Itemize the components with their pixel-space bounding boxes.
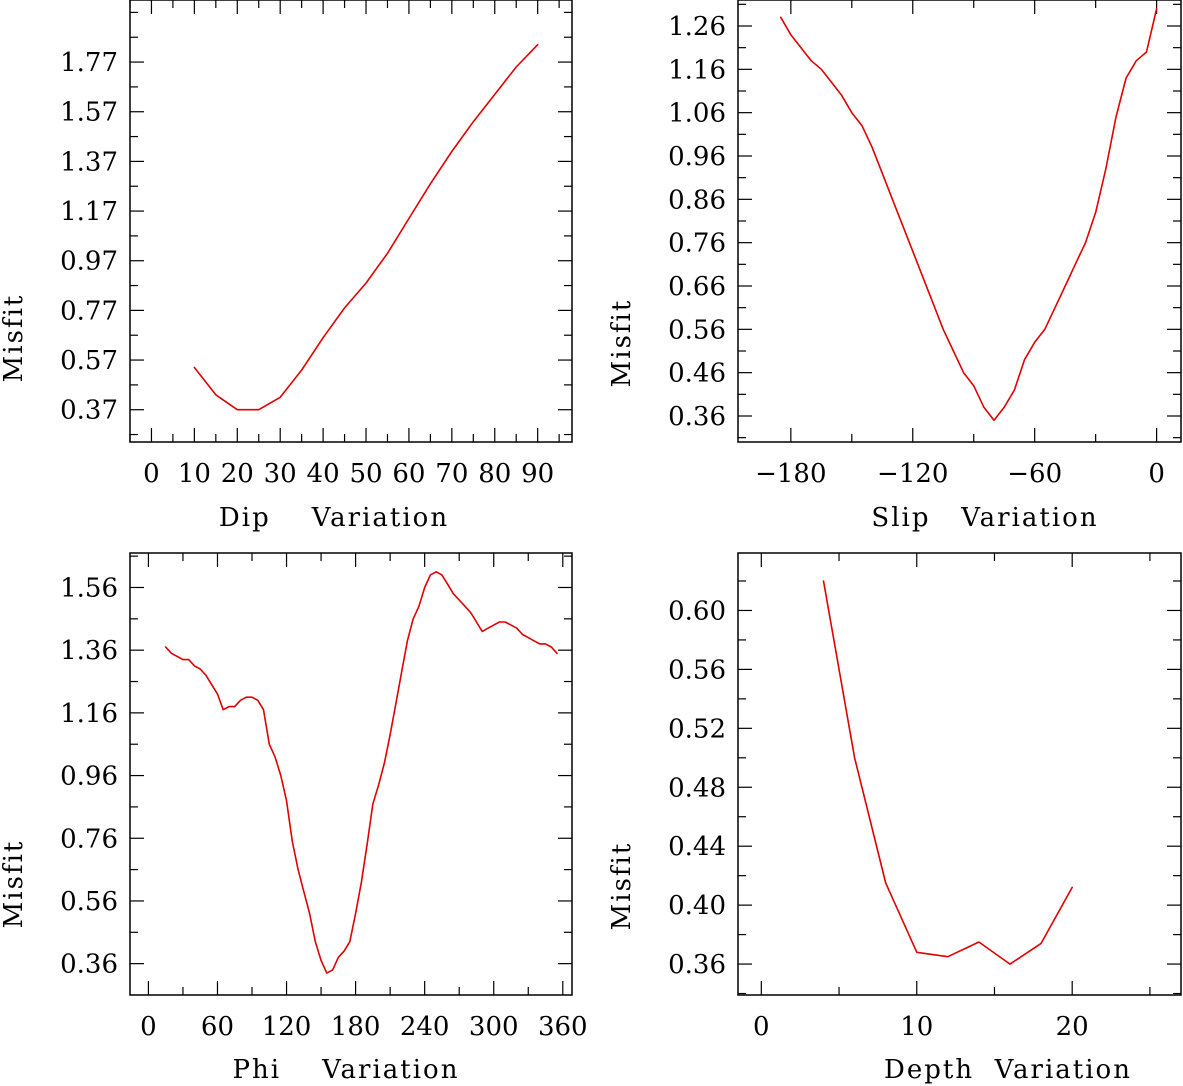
- x-axis-label: Slip Variation: [871, 503, 1098, 533]
- y-tick-label: 0.36: [668, 950, 726, 980]
- y-tick-label: 0.56: [668, 655, 726, 685]
- dip-variation-panel: 0 10 20 30 40 50 60 70 80 90 0.37 0.57 0.77 0.97 1.17 1…: [0, 0, 573, 533]
- y-axis-label: Misfit: [0, 840, 29, 929]
- y-tick-label: 0.86: [668, 185, 726, 215]
- x-tick-label: −180: [755, 459, 826, 489]
- misfit-series-line: [164, 570, 558, 974]
- y-axis-label: Misfit: [607, 299, 637, 388]
- y-tick-label: 1.77: [60, 48, 118, 78]
- x-tick-label: 90: [521, 459, 554, 489]
- y-tick-label: 0.97: [60, 247, 118, 277]
- x-axis-label: Dip Variation: [219, 503, 449, 533]
- y-tick-label: 0.40: [668, 891, 726, 921]
- y-tick-label: 0.46: [668, 359, 726, 389]
- x-tick-label: 10: [900, 1012, 933, 1042]
- x-tick-label: 300: [469, 1012, 519, 1042]
- y-tick-label: 0.96: [60, 762, 118, 792]
- y-axis-label: Misfit: [607, 842, 637, 931]
- misfit-series-line: [193, 43, 539, 411]
- y-tick-label: 1.17: [60, 197, 118, 227]
- depth-variation-panel: 0 10 20 0.36 0.40 0.44 0.48 0.52 0.56 0.60 Depth V…: [607, 552, 1182, 1085]
- y-tick-label: 1.16: [60, 699, 118, 729]
- y-tick-label: 0.56: [668, 315, 726, 345]
- x-tick-label: 60: [392, 459, 425, 489]
- x-axis-label: Phi Variation: [233, 1055, 460, 1085]
- plot-frame: [737, 0, 1182, 443]
- slip-variation-panel: −180 −120 −60 0 0.36 0.46 0.56 0.66 0.76 0.86 0.96…: [607, 0, 1182, 533]
- y-tick-label: 1.16: [668, 55, 726, 85]
- y-tick-label: 1.57: [60, 98, 118, 128]
- y-tick-label: 0.77: [60, 296, 118, 326]
- x-tick-label: 120: [262, 1012, 312, 1042]
- y-tick-label: 0.66: [668, 272, 726, 302]
- y-tick-label: 0.76: [60, 824, 118, 854]
- y-tick-label: 1.26: [668, 12, 726, 42]
- y-tick-label: 0.60: [668, 596, 726, 626]
- y-axis-label: Misfit: [0, 294, 29, 383]
- x-tick-label: 0: [143, 459, 160, 489]
- y-tick-label: 0.76: [668, 229, 726, 259]
- plot-frame: [737, 552, 1182, 996]
- x-tick-label: 50: [349, 459, 382, 489]
- y-tick-label: 0.52: [668, 714, 726, 744]
- x-tick-label: 80: [478, 459, 511, 489]
- x-tick-label: 10: [178, 459, 211, 489]
- y-tick-label: 0.96: [668, 142, 726, 172]
- x-tick-label: 0: [753, 1012, 770, 1042]
- y-tick-label: 1.56: [60, 573, 118, 603]
- x-tick-label: 70: [435, 459, 468, 489]
- x-tick-label: 0: [1148, 459, 1165, 489]
- y-tick-label: 0.56: [60, 887, 118, 917]
- x-tick-label: 60: [201, 1012, 234, 1042]
- x-tick-label: 240: [400, 1012, 450, 1042]
- x-tick-label: 30: [264, 459, 297, 489]
- x-tick-label: −120: [877, 459, 948, 489]
- plot-frame: [129, 552, 573, 996]
- misfit-series-line: [822, 580, 1073, 965]
- y-tick-label: 1.37: [60, 147, 118, 177]
- y-tick-label: 0.37: [60, 396, 118, 426]
- x-tick-label: 0: [140, 1012, 157, 1042]
- y-tick-label: 0.36: [668, 402, 726, 432]
- misfit-series-line: [779, 7, 1158, 422]
- phi-variation-panel: 0 60 120 180 240 300 360 0.36 0.56 0.76 0.96 1.16 1.…: [0, 552, 588, 1085]
- plot-frame: [129, 0, 573, 443]
- x-tick-label: −60: [1007, 459, 1062, 489]
- x-tick-label: 180: [331, 1012, 381, 1042]
- y-tick-label: 1.36: [60, 636, 118, 666]
- x-tick-label: 360: [538, 1012, 588, 1042]
- x-tick-label: 20: [221, 459, 254, 489]
- y-tick-label: 0.57: [60, 346, 118, 376]
- x-axis-label: Depth Variation: [884, 1055, 1132, 1085]
- y-tick-label: 0.44: [668, 832, 726, 862]
- y-tick-label: 0.36: [60, 950, 118, 980]
- x-tick-label: 20: [1056, 1012, 1089, 1042]
- x-tick-label: 40: [307, 459, 340, 489]
- y-tick-label: 1.06: [668, 99, 726, 129]
- y-tick-label: 0.48: [668, 773, 726, 803]
